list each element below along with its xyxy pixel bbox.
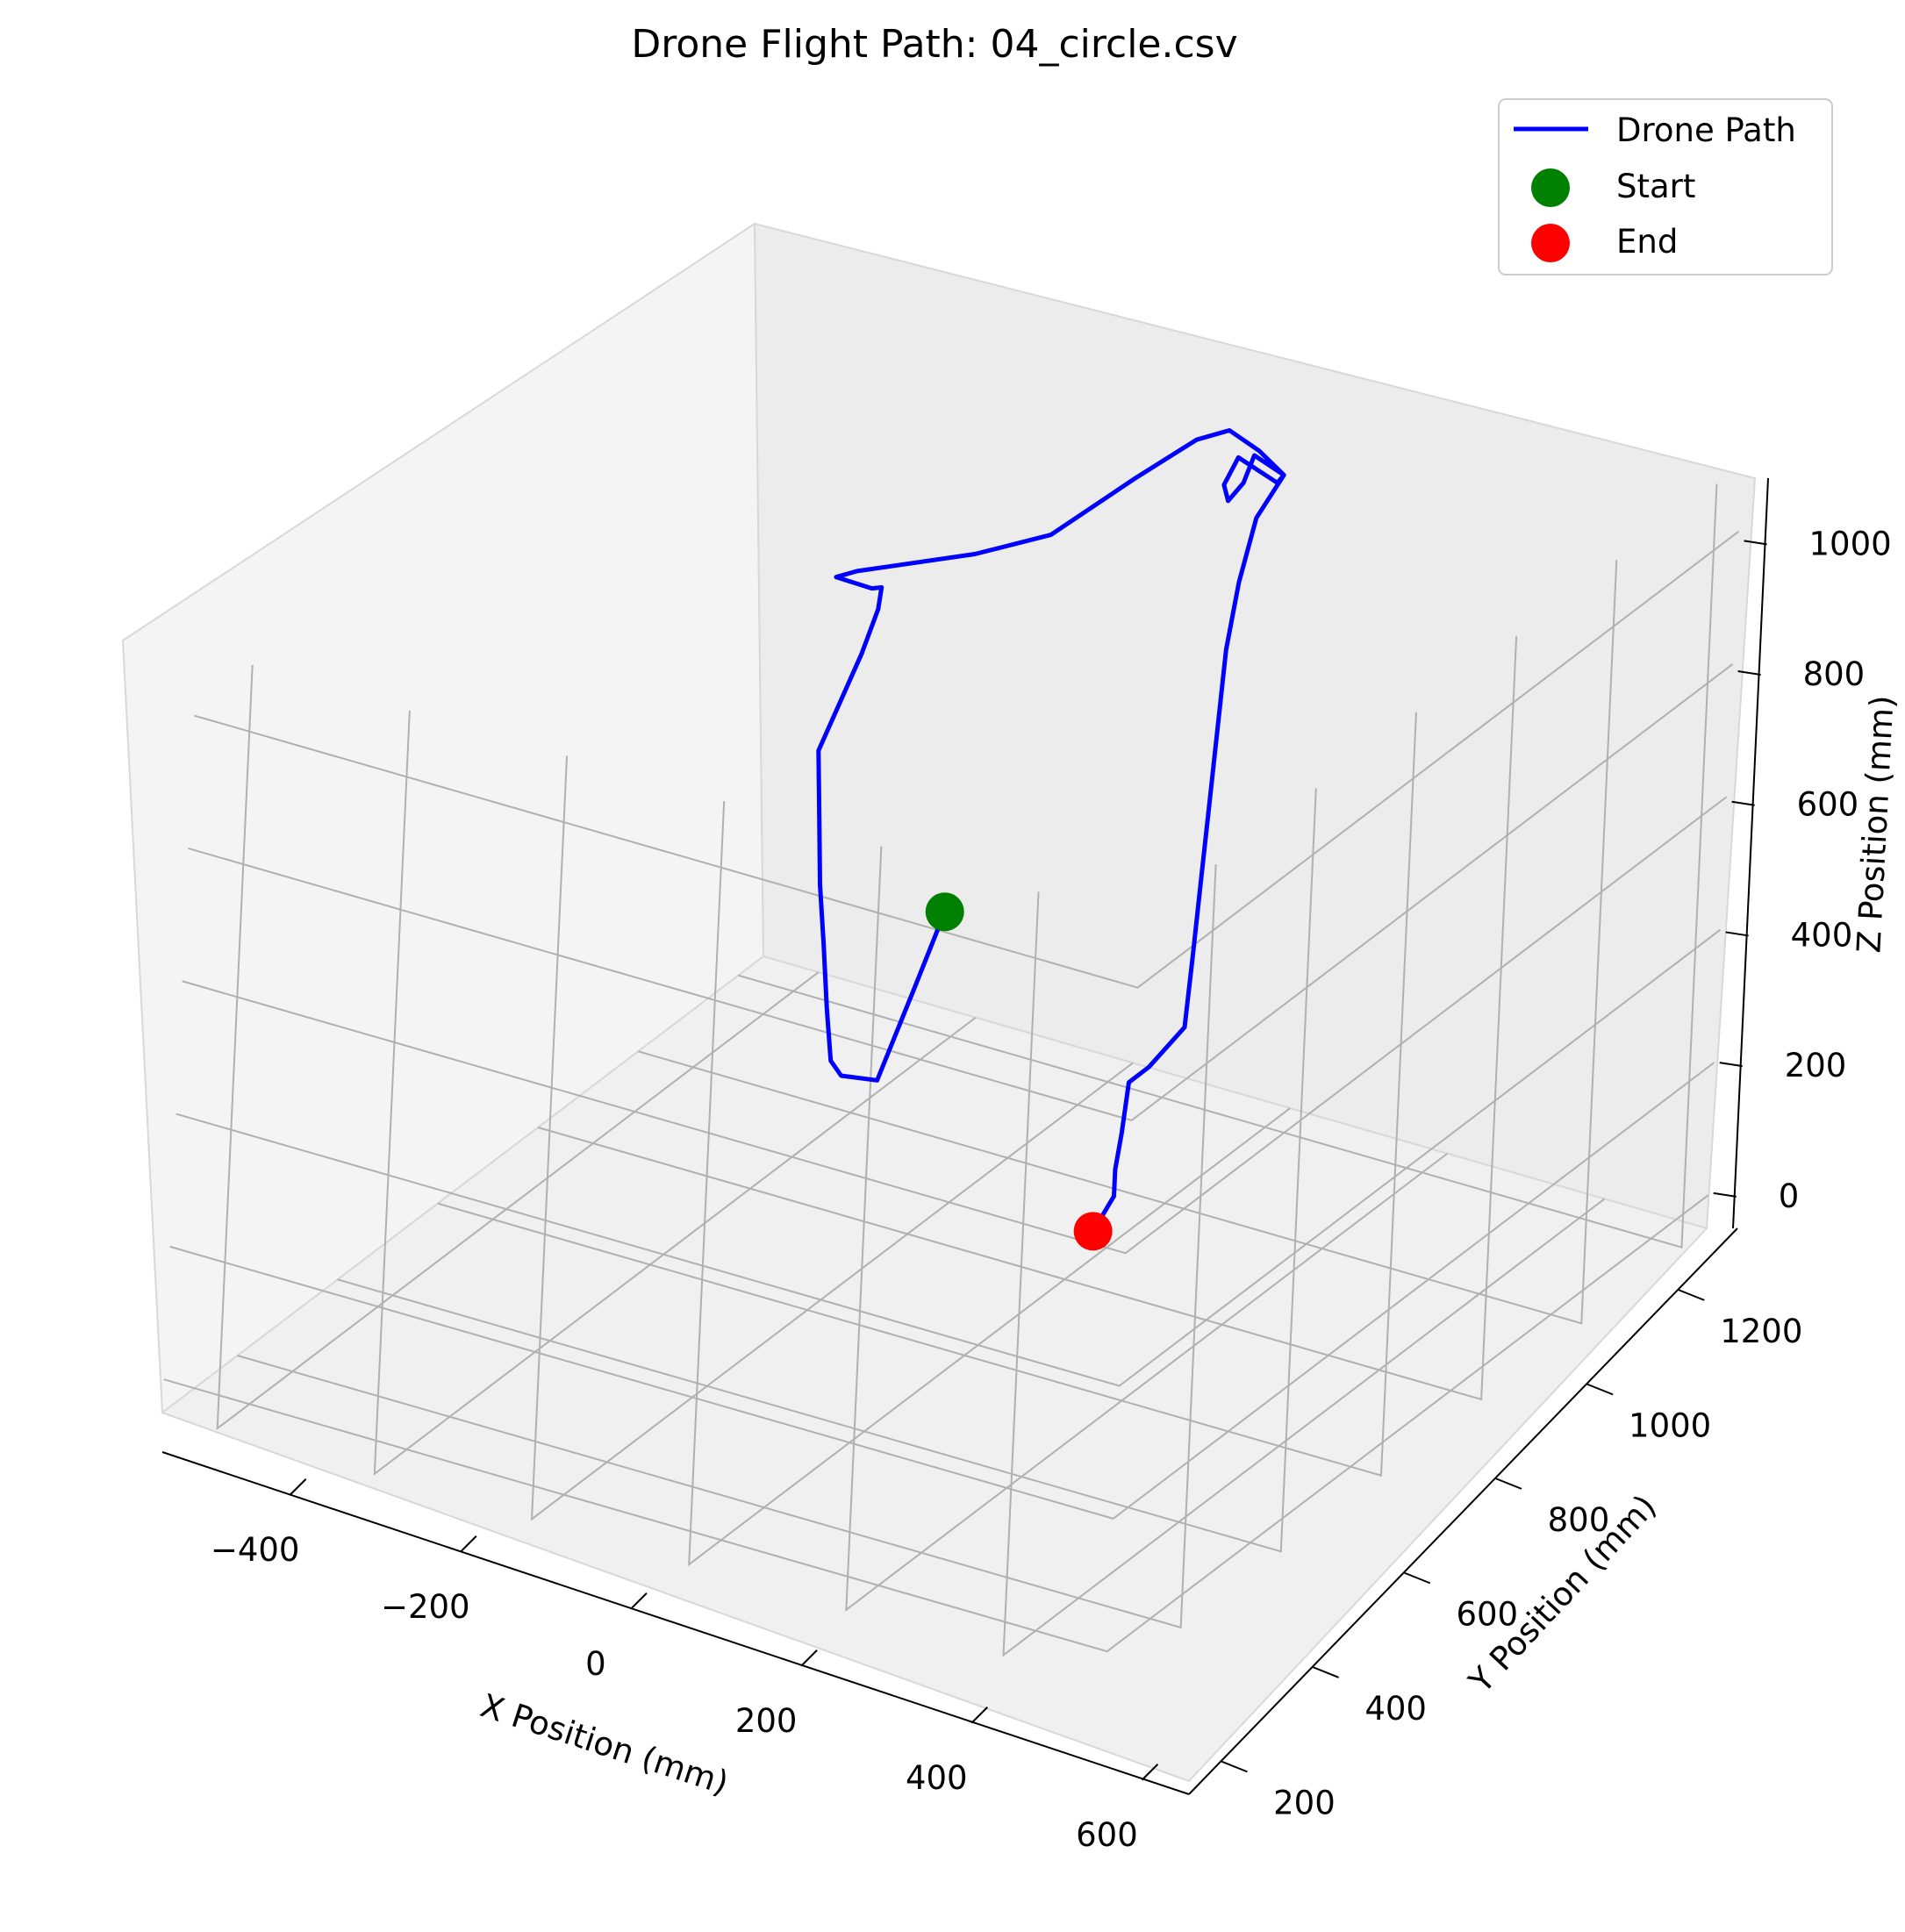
y-tick-mark-3 <box>1494 1477 1522 1490</box>
legend-marker-start <box>1531 168 1570 207</box>
y-tick-mark-2 <box>1403 1571 1431 1585</box>
grid-line-z-5 <box>194 530 1740 989</box>
z-tick-label-5: 1000 <box>1809 525 1892 562</box>
grid-line-y-1 <box>373 710 977 1476</box>
y-axis-line <box>1188 1227 1738 1795</box>
x-tick-label-3: 200 <box>735 1702 798 1740</box>
x-axis-label: X Position (mm) <box>476 1686 733 1802</box>
grid-line-z-2 <box>175 928 1722 1387</box>
x-tick-label-0: −400 <box>211 1531 300 1569</box>
x-tick-label-5: 600 <box>1076 1816 1138 1854</box>
y-tick-label-4: 1000 <box>1629 1406 1711 1444</box>
grid-line-z-1 <box>169 1062 1715 1520</box>
chart-title: Drone Flight Path: 04_circle.csv <box>631 22 1237 67</box>
end-point-marker <box>1073 1212 1113 1251</box>
x-tick-label-2: 0 <box>585 1645 606 1683</box>
y-tick-mark-4 <box>1586 1383 1614 1396</box>
grid-line-x-4 <box>638 560 1618 1325</box>
x-tick-mark-5 <box>1141 1764 1159 1781</box>
y-tick-label-5: 1200 <box>1720 1313 1802 1350</box>
grid-line-y-4 <box>845 846 1448 1612</box>
grid-line-x-2 <box>437 712 1417 1477</box>
legend-box <box>1498 98 1833 275</box>
z-tick-label-2: 400 <box>1791 916 1853 954</box>
x-tick-mark-1 <box>460 1535 477 1553</box>
grid-lines <box>163 483 1740 1657</box>
z-tick-mark-2 <box>1725 931 1749 937</box>
grid-line-y-3 <box>688 801 1291 1567</box>
grid-line-z-4 <box>188 663 1734 1122</box>
x-axis-line <box>161 1451 1190 1795</box>
x-tick-mark-4 <box>970 1707 988 1724</box>
y-tick-mark-5 <box>1677 1288 1705 1301</box>
legend-label-start: Start <box>1616 168 1695 205</box>
z-tick-label-3: 600 <box>1797 786 1859 824</box>
z-tick-mark-3 <box>1731 800 1755 806</box>
y-tick-mark-1 <box>1312 1665 1339 1678</box>
z-tick-mark-4 <box>1737 670 1761 676</box>
x-tick-label-4: 400 <box>906 1759 968 1797</box>
start-point-marker <box>925 892 964 932</box>
grid-line-y-0 <box>216 665 820 1431</box>
y-tick-mark-0 <box>1221 1760 1248 1773</box>
grid-line-x-3 <box>537 635 1518 1401</box>
x-tick-mark-0 <box>289 1478 307 1496</box>
z-axis-line <box>1732 477 1769 1229</box>
x-axis-ticks: −400 −200 0 200 400 600 <box>211 1478 1159 1854</box>
grid-line-z-3 <box>182 796 1728 1255</box>
series-layer <box>816 428 1286 1251</box>
z-axis-label: Z Position (mm) <box>1850 694 1901 954</box>
z-tick-mark-1 <box>1719 1062 1743 1068</box>
z-tick-label-1: 200 <box>1785 1047 1847 1084</box>
grid-line-x-0 <box>237 863 1217 1629</box>
z-tick-mark-0 <box>1713 1191 1737 1198</box>
series-line-0 <box>816 428 1286 1234</box>
x-tick-label-1: −200 <box>381 1588 470 1626</box>
z-tick-label-0: 0 <box>1779 1177 1800 1215</box>
y-axis-ticks: 200 400 600 800 1000 1200 <box>1221 1288 1802 1821</box>
legend-label-drone-path: Drone Path <box>1616 111 1796 149</box>
legend: Drone Path Start End <box>1498 98 1833 275</box>
z-axis-ticks: 0 200 400 600 800 1000 <box>1713 525 1892 1215</box>
z-tick-mark-5 <box>1744 540 1767 546</box>
grid-line-y-2 <box>530 755 1134 1521</box>
legend-marker-end <box>1531 224 1570 262</box>
y-tick-label-2: 600 <box>1456 1595 1518 1633</box>
axes-panes <box>121 222 1757 1783</box>
grid-line-x-1 <box>337 788 1317 1553</box>
x-tick-mark-2 <box>630 1592 648 1610</box>
x-tick-mark-3 <box>800 1649 818 1667</box>
y-tick-label-1: 400 <box>1364 1690 1427 1728</box>
grid-line-z-0 <box>163 1194 1709 1653</box>
y-tick-label-3: 800 <box>1548 1501 1610 1539</box>
grid-line-x-5 <box>738 483 1718 1249</box>
y-tick-label-0: 200 <box>1273 1784 1336 1821</box>
legend-label-end: End <box>1616 223 1678 261</box>
grid-line-y-5 <box>1002 891 1606 1657</box>
z-tick-label-4: 800 <box>1803 655 1866 693</box>
